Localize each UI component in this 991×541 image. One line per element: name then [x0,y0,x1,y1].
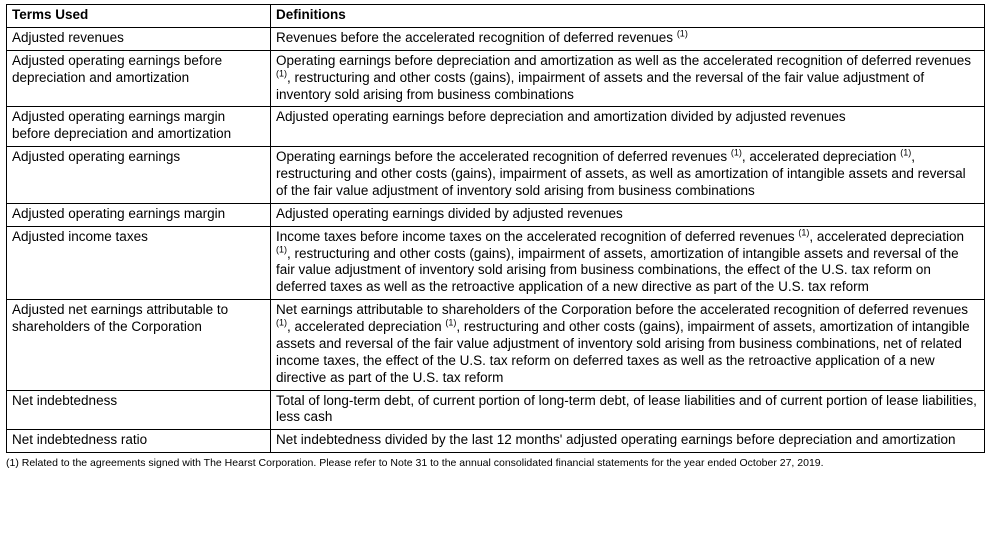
table-header-row: Terms Used Definitions [7,5,985,28]
definition-cell: Operating earnings before the accelerate… [271,147,985,204]
footnote-ref: (1) [445,318,456,328]
table-row: Adjusted revenues Revenues before the ac… [7,27,985,50]
footnote-ref: (1) [798,227,809,237]
footnote-ref: (1) [276,68,287,78]
footnote-text: (1) Related to the agreements signed wit… [6,457,985,470]
term-cell: Adjusted revenues [7,27,271,50]
table-row: Adjusted operating earnings Operating ea… [7,147,985,204]
definition-cell: Adjusted operating earnings divided by a… [271,203,985,226]
term-cell: Adjusted operating earnings before depre… [7,50,271,107]
term-cell: Net indebtedness ratio [7,430,271,453]
footnote-ref: (1) [900,148,911,158]
definition-cell: Income taxes before income taxes on the … [271,226,985,300]
header-terms-used: Terms Used [7,5,271,28]
table-row: Net indebtedness ratio Net indebtedness … [7,430,985,453]
term-cell: Adjusted operating earnings margin [7,203,271,226]
definition-cell: Net indebtedness divided by the last 12 … [271,430,985,453]
term-cell: Adjusted operating earnings margin befor… [7,107,271,147]
definition-cell: Net earnings attributable to shareholder… [271,300,985,390]
table-row: Adjusted net earnings attributable to sh… [7,300,985,390]
table-row: Net indebtedness Total of long-term debt… [7,390,985,430]
table-row: Adjusted operating earnings margin befor… [7,107,985,147]
definition-cell: Total of long-term debt, of current port… [271,390,985,430]
header-definitions: Definitions [271,5,985,28]
footnote-ref: (1) [731,148,742,158]
definition-cell: Adjusted operating earnings before depre… [271,107,985,147]
term-cell: Adjusted operating earnings [7,147,271,204]
terms-definitions-table: Terms Used Definitions Adjusted revenues… [6,4,985,453]
term-cell: Net indebtedness [7,390,271,430]
definition-cell: Operating earnings before depreciation a… [271,50,985,107]
table-row: Adjusted operating earnings before depre… [7,50,985,107]
table-row: Adjusted operating earnings margin Adjus… [7,203,985,226]
term-cell: Adjusted net earnings attributable to sh… [7,300,271,390]
table-row: Adjusted income taxes Income taxes befor… [7,226,985,300]
term-cell: Adjusted income taxes [7,226,271,300]
footnote-ref: (1) [276,244,287,254]
definition-cell: Revenues before the accelerated recognit… [271,27,985,50]
footnote-ref: (1) [276,318,287,328]
footnote-ref: (1) [677,28,688,38]
